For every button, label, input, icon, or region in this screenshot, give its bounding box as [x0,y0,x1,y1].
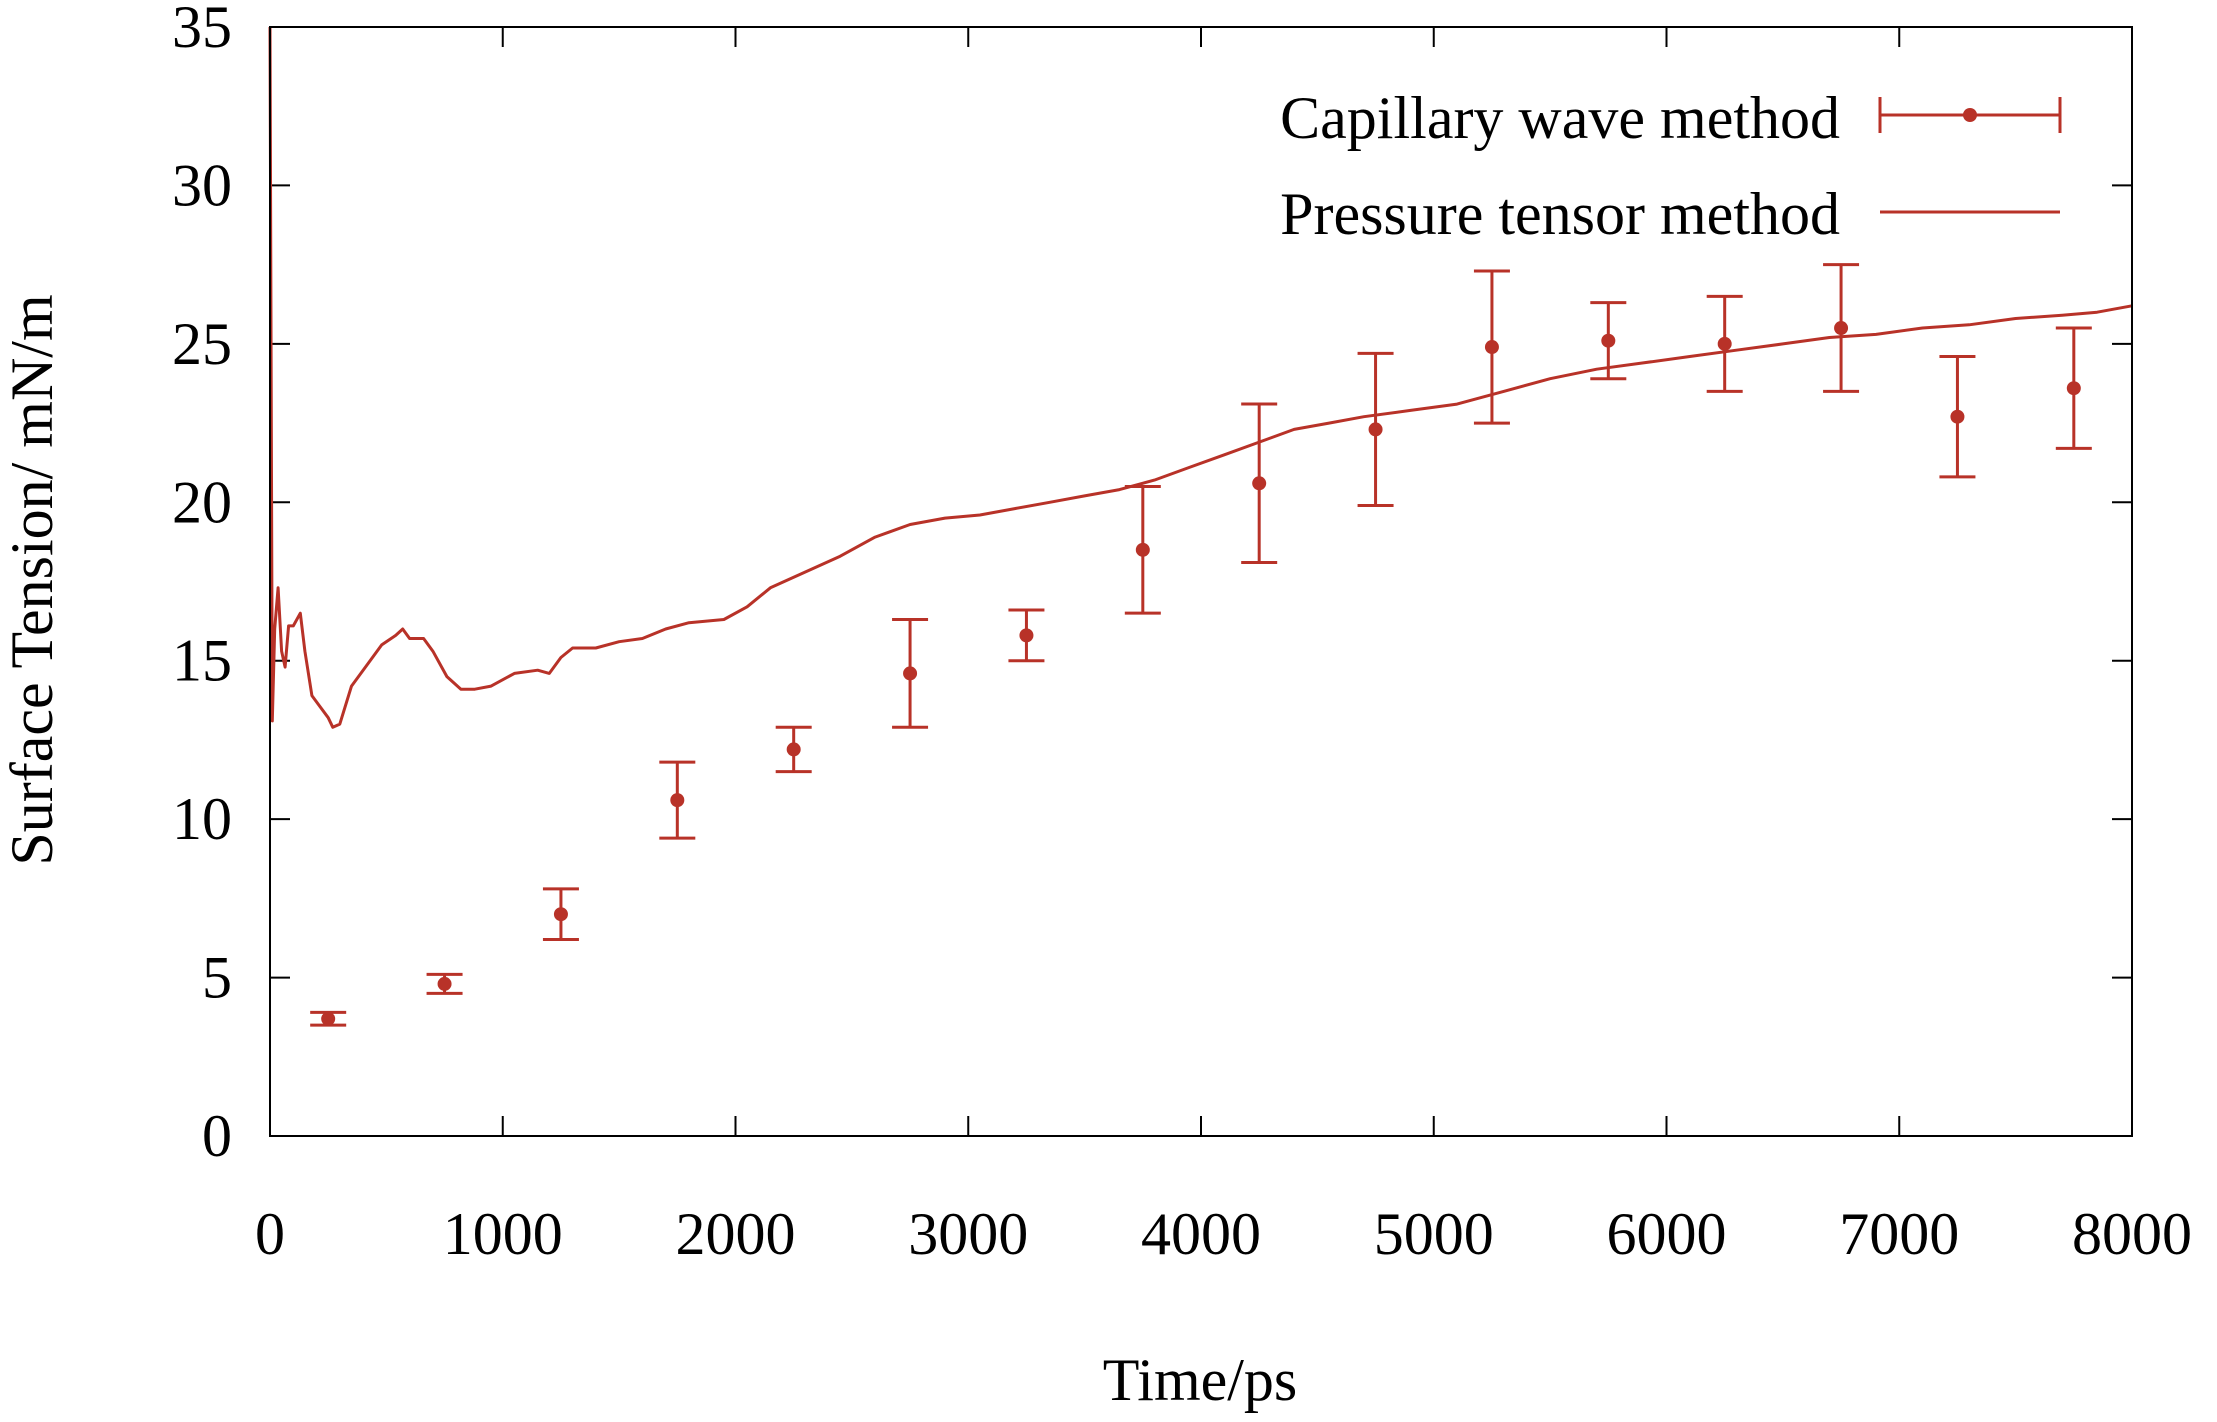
x-tick-label: 3000 [908,1201,1028,1267]
data-point [553,907,568,922]
y-tick-label: 35 [172,0,232,60]
y-tick-label: 5 [202,945,232,1011]
data-point [1019,628,1034,643]
legend-label-pressure: Pressure tensor method [1280,181,1840,247]
legend-errorbar-dot [1963,108,1977,122]
data-point [321,1011,336,1026]
data-point [670,793,685,808]
x-tick-label: 5000 [1374,1201,1494,1267]
data-point [1484,340,1499,355]
pressure-tensor-series [268,26,2133,729]
x-axis-title: Time/ps [1103,1347,1298,1413]
y-tick-label: 30 [172,152,232,218]
data-point [2066,381,2081,396]
y-tick-label: 10 [172,786,232,852]
x-tick-label: 8000 [2072,1201,2192,1267]
y-axis-title: Surface Tension/ mN/m [0,294,65,865]
capillary-wave-series [310,263,2092,1027]
x-tick-label: 1000 [443,1201,563,1267]
data-point [903,666,918,681]
y-tick-label: 15 [172,628,232,694]
axis-ticks [270,27,2132,1136]
data-point [786,742,801,757]
pressure-tensor-line [268,26,2133,729]
tick-labels: 0 1000 2000 3000 4000 5000 6000 7000 8000 0 5 10 15 2… [172,0,2192,1267]
data-point [1135,542,1150,557]
y-tick-label: 20 [172,469,232,535]
data-point [1252,476,1267,491]
x-tick-label: 2000 [676,1201,796,1267]
data-point [1601,333,1616,348]
legend-symbol-capillary [1878,97,2062,133]
data-point [1834,321,1849,336]
plot-frame [269,26,2133,1137]
data-point [1950,409,1965,424]
x-tick-label: 6000 [1607,1201,1727,1267]
legend: Capillary wave method Pressure tensor me… [1280,85,2062,247]
data-point [1368,422,1383,437]
data-point [437,976,452,991]
legend-label-capillary: Capillary wave method [1280,85,1840,151]
x-tick-label: 7000 [1839,1201,1959,1267]
data-point [1717,336,1732,351]
x-tick-label: 0 [255,1201,285,1267]
x-tick-label: 4000 [1141,1201,1261,1267]
y-tick-label: 25 [172,311,232,377]
y-tick-label: 0 [202,1103,232,1169]
